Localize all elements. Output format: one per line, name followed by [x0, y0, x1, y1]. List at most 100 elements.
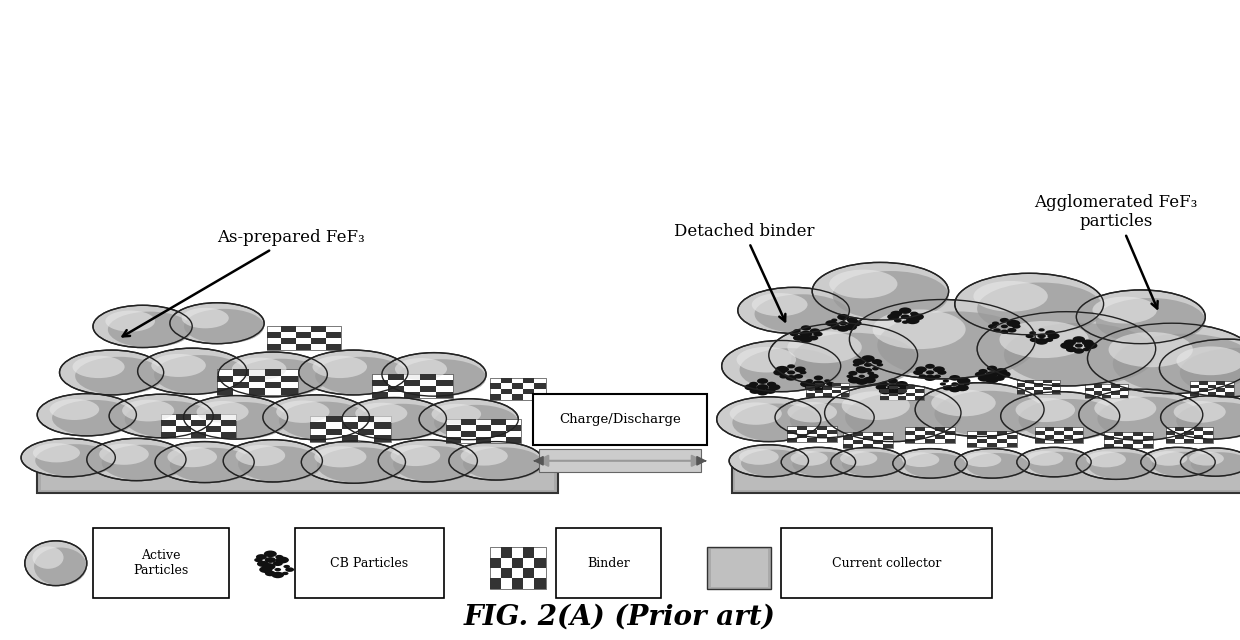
Bar — [987, 435, 997, 439]
Ellipse shape — [449, 442, 543, 480]
Bar — [476, 436, 491, 443]
Circle shape — [806, 379, 813, 383]
Ellipse shape — [1017, 447, 1091, 477]
Bar — [176, 426, 191, 433]
Bar — [161, 420, 176, 426]
Bar — [815, 390, 823, 393]
Bar — [935, 435, 945, 439]
Circle shape — [919, 374, 926, 378]
Bar — [925, 431, 935, 435]
Ellipse shape — [32, 547, 63, 569]
Bar — [1114, 432, 1123, 436]
Ellipse shape — [170, 303, 264, 344]
Text: Binder: Binder — [588, 557, 630, 570]
Bar — [1034, 390, 1043, 394]
Circle shape — [831, 324, 841, 330]
Bar — [1043, 387, 1052, 390]
Circle shape — [756, 378, 769, 384]
Bar — [1052, 383, 1060, 387]
Circle shape — [1073, 336, 1085, 342]
Bar — [843, 436, 853, 440]
Bar — [490, 557, 501, 568]
Bar — [815, 383, 823, 386]
Bar — [1166, 431, 1176, 435]
Ellipse shape — [122, 399, 174, 421]
Ellipse shape — [966, 453, 1029, 478]
Bar — [446, 436, 461, 443]
Bar — [1045, 427, 1054, 431]
Bar — [1133, 440, 1143, 444]
Circle shape — [1007, 320, 1021, 327]
Bar — [863, 444, 873, 448]
Bar — [1194, 435, 1203, 439]
Ellipse shape — [903, 452, 940, 467]
Circle shape — [837, 314, 849, 320]
Bar — [281, 326, 296, 332]
Bar — [843, 444, 853, 448]
Bar — [787, 426, 837, 442]
Circle shape — [875, 385, 887, 390]
Bar — [889, 386, 898, 389]
Bar — [310, 422, 326, 429]
Bar — [1225, 385, 1234, 388]
Bar — [797, 434, 807, 438]
Bar — [997, 431, 1007, 435]
Ellipse shape — [1004, 323, 1156, 386]
Circle shape — [281, 572, 289, 575]
Ellipse shape — [831, 447, 905, 477]
Circle shape — [805, 385, 817, 391]
Ellipse shape — [184, 396, 288, 439]
Bar — [1190, 381, 1234, 396]
Ellipse shape — [1086, 451, 1126, 467]
Circle shape — [844, 324, 857, 330]
Circle shape — [794, 374, 804, 379]
Bar — [1035, 439, 1045, 443]
Ellipse shape — [931, 389, 996, 416]
Ellipse shape — [846, 392, 961, 442]
Circle shape — [853, 358, 866, 365]
Circle shape — [1029, 337, 1039, 342]
Ellipse shape — [751, 293, 807, 316]
Circle shape — [877, 363, 883, 367]
Circle shape — [275, 563, 280, 565]
Bar — [841, 386, 849, 390]
Ellipse shape — [32, 443, 79, 462]
Ellipse shape — [312, 356, 367, 378]
Bar — [296, 344, 311, 350]
Circle shape — [956, 385, 968, 391]
Bar — [832, 383, 841, 386]
Circle shape — [997, 371, 1011, 378]
Circle shape — [905, 317, 920, 324]
Bar — [1007, 443, 1017, 447]
Ellipse shape — [138, 348, 247, 394]
Ellipse shape — [893, 449, 967, 478]
Bar — [436, 392, 453, 398]
Circle shape — [872, 367, 879, 371]
Bar — [1123, 436, 1133, 440]
Circle shape — [994, 368, 1007, 374]
Bar — [1111, 384, 1120, 387]
Ellipse shape — [722, 340, 841, 392]
Bar — [446, 419, 521, 443]
Ellipse shape — [1161, 396, 1240, 439]
Circle shape — [848, 320, 862, 326]
Bar — [342, 422, 358, 429]
Ellipse shape — [105, 310, 155, 332]
Ellipse shape — [781, 447, 856, 477]
Bar — [523, 388, 534, 394]
Circle shape — [847, 317, 858, 323]
Bar — [267, 326, 341, 350]
Bar — [732, 458, 1240, 493]
Ellipse shape — [729, 445, 808, 477]
Ellipse shape — [76, 356, 164, 395]
Ellipse shape — [955, 449, 1029, 478]
Bar — [490, 547, 546, 589]
Bar — [476, 425, 491, 431]
Bar — [41, 461, 554, 490]
Ellipse shape — [301, 441, 405, 483]
Circle shape — [1025, 334, 1034, 338]
Circle shape — [926, 371, 934, 374]
Circle shape — [749, 388, 761, 394]
Circle shape — [978, 375, 991, 381]
Bar — [915, 389, 924, 393]
